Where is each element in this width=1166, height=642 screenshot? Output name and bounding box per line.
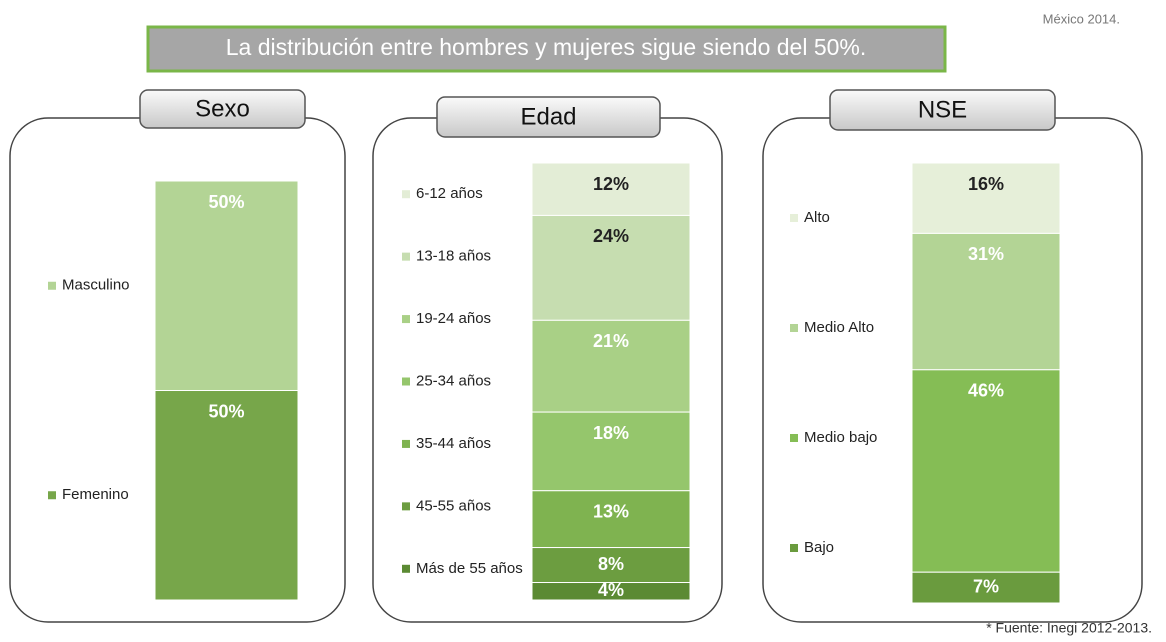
bar-segment	[154, 180, 299, 391]
legend-label: 19-24 años	[416, 310, 491, 327]
header-box	[146, 25, 947, 73]
legend-swatch	[402, 377, 410, 386]
bar-segment	[154, 390, 299, 601]
legend-swatch	[48, 491, 56, 500]
bar-segment	[531, 411, 691, 492]
legend-label: Más de 55 años	[416, 560, 523, 577]
legend-swatch	[402, 190, 410, 199]
legend-swatch	[790, 214, 798, 222]
panel-title: Edad	[520, 103, 576, 130]
value-label: 4%	[598, 580, 624, 600]
value-label: 8%	[598, 554, 624, 574]
bar-segment	[531, 162, 691, 216]
legend-label: Bajo	[804, 539, 834, 556]
bar-segment	[531, 582, 691, 601]
bar-segment	[911, 369, 1061, 573]
panel-tab	[829, 89, 1056, 131]
bar-segment	[531, 547, 691, 584]
legend-label: Masculino	[62, 277, 130, 294]
legend-swatch	[402, 502, 410, 511]
bar-segment	[531, 214, 691, 321]
legend-swatch	[790, 434, 798, 442]
value-label: 24%	[593, 226, 629, 246]
value-label: 31%	[968, 244, 1004, 264]
legend-swatch	[402, 439, 410, 448]
legend-label: 13-18 años	[416, 248, 491, 265]
value-label: 50%	[208, 192, 244, 212]
panel-title: NSE	[918, 96, 967, 123]
legend-label: Medio bajo	[804, 429, 877, 446]
legend-swatch	[402, 564, 410, 573]
panel-title: Sexo	[195, 95, 250, 122]
header-title: La distribución entre hombres y mujeres …	[226, 34, 867, 60]
panel-tab	[139, 89, 306, 129]
legend-swatch	[48, 281, 56, 290]
legend-label: 45-55 años	[416, 497, 491, 514]
legend-label: 6-12 años	[416, 185, 483, 202]
legend-swatch	[402, 315, 410, 324]
value-label: 46%	[968, 381, 1004, 401]
legend-label: Femenino	[62, 486, 129, 503]
bar-segment	[531, 319, 691, 413]
value-label: 7%	[973, 576, 999, 596]
legend-label: Medio Alto	[804, 319, 874, 336]
legend-label: Alto	[804, 209, 830, 226]
legend-swatch	[790, 544, 798, 552]
footer: * Fuente: Inegi 2012-2013.	[986, 620, 1152, 636]
bar-segment	[531, 490, 691, 549]
legend-swatch	[790, 324, 798, 332]
value-label: 21%	[593, 331, 629, 351]
bar-segment	[911, 232, 1061, 371]
value-label: 16%	[968, 174, 1004, 194]
legend-label: 35-44 años	[416, 435, 491, 452]
bar-segment	[911, 162, 1061, 234]
legend-swatch	[402, 252, 410, 261]
panel-tab	[436, 96, 661, 138]
bar-segment	[911, 571, 1061, 604]
value-label: 13%	[593, 502, 629, 522]
header-note: México 2014.	[1043, 11, 1120, 26]
value-label: 50%	[208, 401, 244, 421]
value-label: 18%	[593, 423, 629, 443]
legend-label: 25-34 años	[416, 372, 491, 389]
value-label: 12%	[593, 174, 629, 194]
